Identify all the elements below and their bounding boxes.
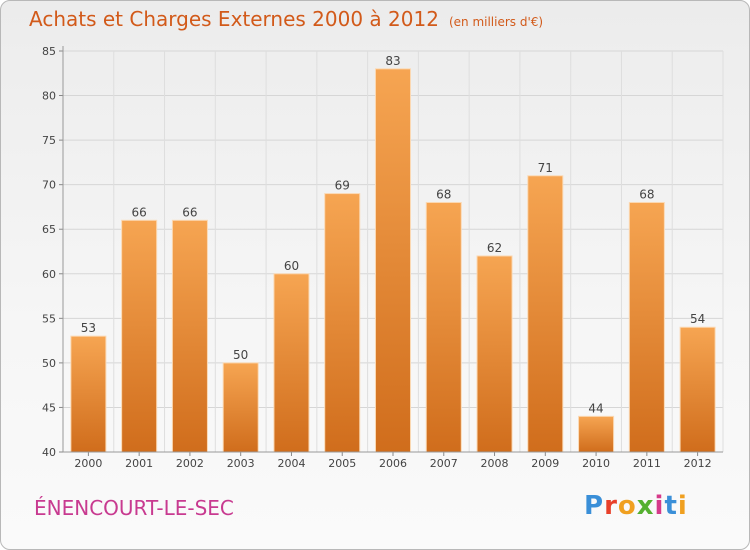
- x-tick-label: 2006: [379, 457, 407, 470]
- logo-letter: x: [636, 491, 655, 521]
- x-tick-label: 2007: [430, 457, 458, 470]
- bar-value-label: 83: [385, 54, 400, 68]
- x-tick-label: 2002: [176, 457, 204, 470]
- bar: [273, 273, 310, 453]
- y-tick-label: 85: [42, 45, 56, 58]
- bar-value-label: 44: [588, 401, 603, 415]
- logo-letter: i: [677, 491, 688, 521]
- bar: [222, 362, 259, 453]
- bar: [527, 175, 564, 453]
- x-tick-label: 2010: [582, 457, 610, 470]
- bar-value-label: 68: [436, 187, 451, 201]
- bar-value-label: 50: [233, 348, 248, 362]
- bar: [70, 335, 107, 453]
- bar-value-label: 66: [182, 205, 197, 219]
- bar-value-label: 62: [487, 241, 502, 255]
- logo-letter: i: [654, 491, 665, 521]
- y-tick-label: 55: [42, 312, 56, 325]
- commune-name: ÉNENCOURT-LE-SEC: [34, 496, 234, 520]
- y-tick-label: 65: [42, 223, 56, 236]
- title-row: Achats et Charges Externes 2000 à 2012 (e…: [29, 7, 543, 31]
- bar: [628, 201, 665, 453]
- y-tick-label: 60: [42, 268, 56, 281]
- bar: [425, 201, 462, 453]
- bar: [679, 326, 716, 453]
- proxiti-logo[interactable]: Proxiti: [584, 491, 688, 521]
- x-tick-label: 2001: [125, 457, 153, 470]
- y-tick-label: 40: [42, 446, 56, 459]
- y-tick-label: 80: [42, 90, 56, 103]
- bars: 53 66 66 50 60 69 83 68 62 71 44 68 54: [70, 54, 716, 453]
- x-tick-label: 2008: [481, 457, 509, 470]
- x-tick-label: 2004: [277, 457, 305, 470]
- chart-title: Achats et Charges Externes 2000 à 2012: [29, 7, 439, 31]
- y-tick-label: 70: [42, 179, 56, 192]
- bar: [374, 68, 412, 453]
- x-tick-label: 2011: [633, 457, 661, 470]
- y-tick-label: 50: [42, 357, 56, 370]
- x-tick-label: 2012: [684, 457, 712, 470]
- bar: [121, 219, 158, 453]
- x-tick-label: 2003: [227, 457, 255, 470]
- bar-value-label: 60: [284, 259, 299, 273]
- logo-letter: P: [584, 491, 605, 521]
- x-tick-label: 2005: [328, 457, 356, 470]
- bar: [324, 193, 361, 453]
- bar: [171, 219, 208, 453]
- bar: [476, 255, 513, 453]
- bar-value-label: 71: [538, 161, 553, 175]
- bar-value-label: 54: [690, 312, 705, 326]
- bar-value-label: 68: [639, 187, 654, 201]
- logo-letter: r: [604, 491, 618, 521]
- bar: [578, 415, 615, 453]
- axes: 40 45 50 55 60 65 70 75 80 85 2000 2001 2002 2003 2004…: [42, 45, 723, 470]
- chart-subtitle: (en milliers d'€): [448, 15, 544, 29]
- bar-value-label: 69: [335, 179, 350, 193]
- y-tick-label: 45: [42, 401, 56, 414]
- x-tick-label: 2009: [531, 457, 559, 470]
- bar-value-label: 66: [132, 205, 147, 219]
- y-tick-label: 75: [42, 134, 56, 147]
- logo-letter: t: [664, 491, 678, 521]
- logo-letter: o: [617, 491, 637, 521]
- x-tick-label: 2000: [74, 457, 102, 470]
- bar-value-label: 53: [81, 321, 96, 335]
